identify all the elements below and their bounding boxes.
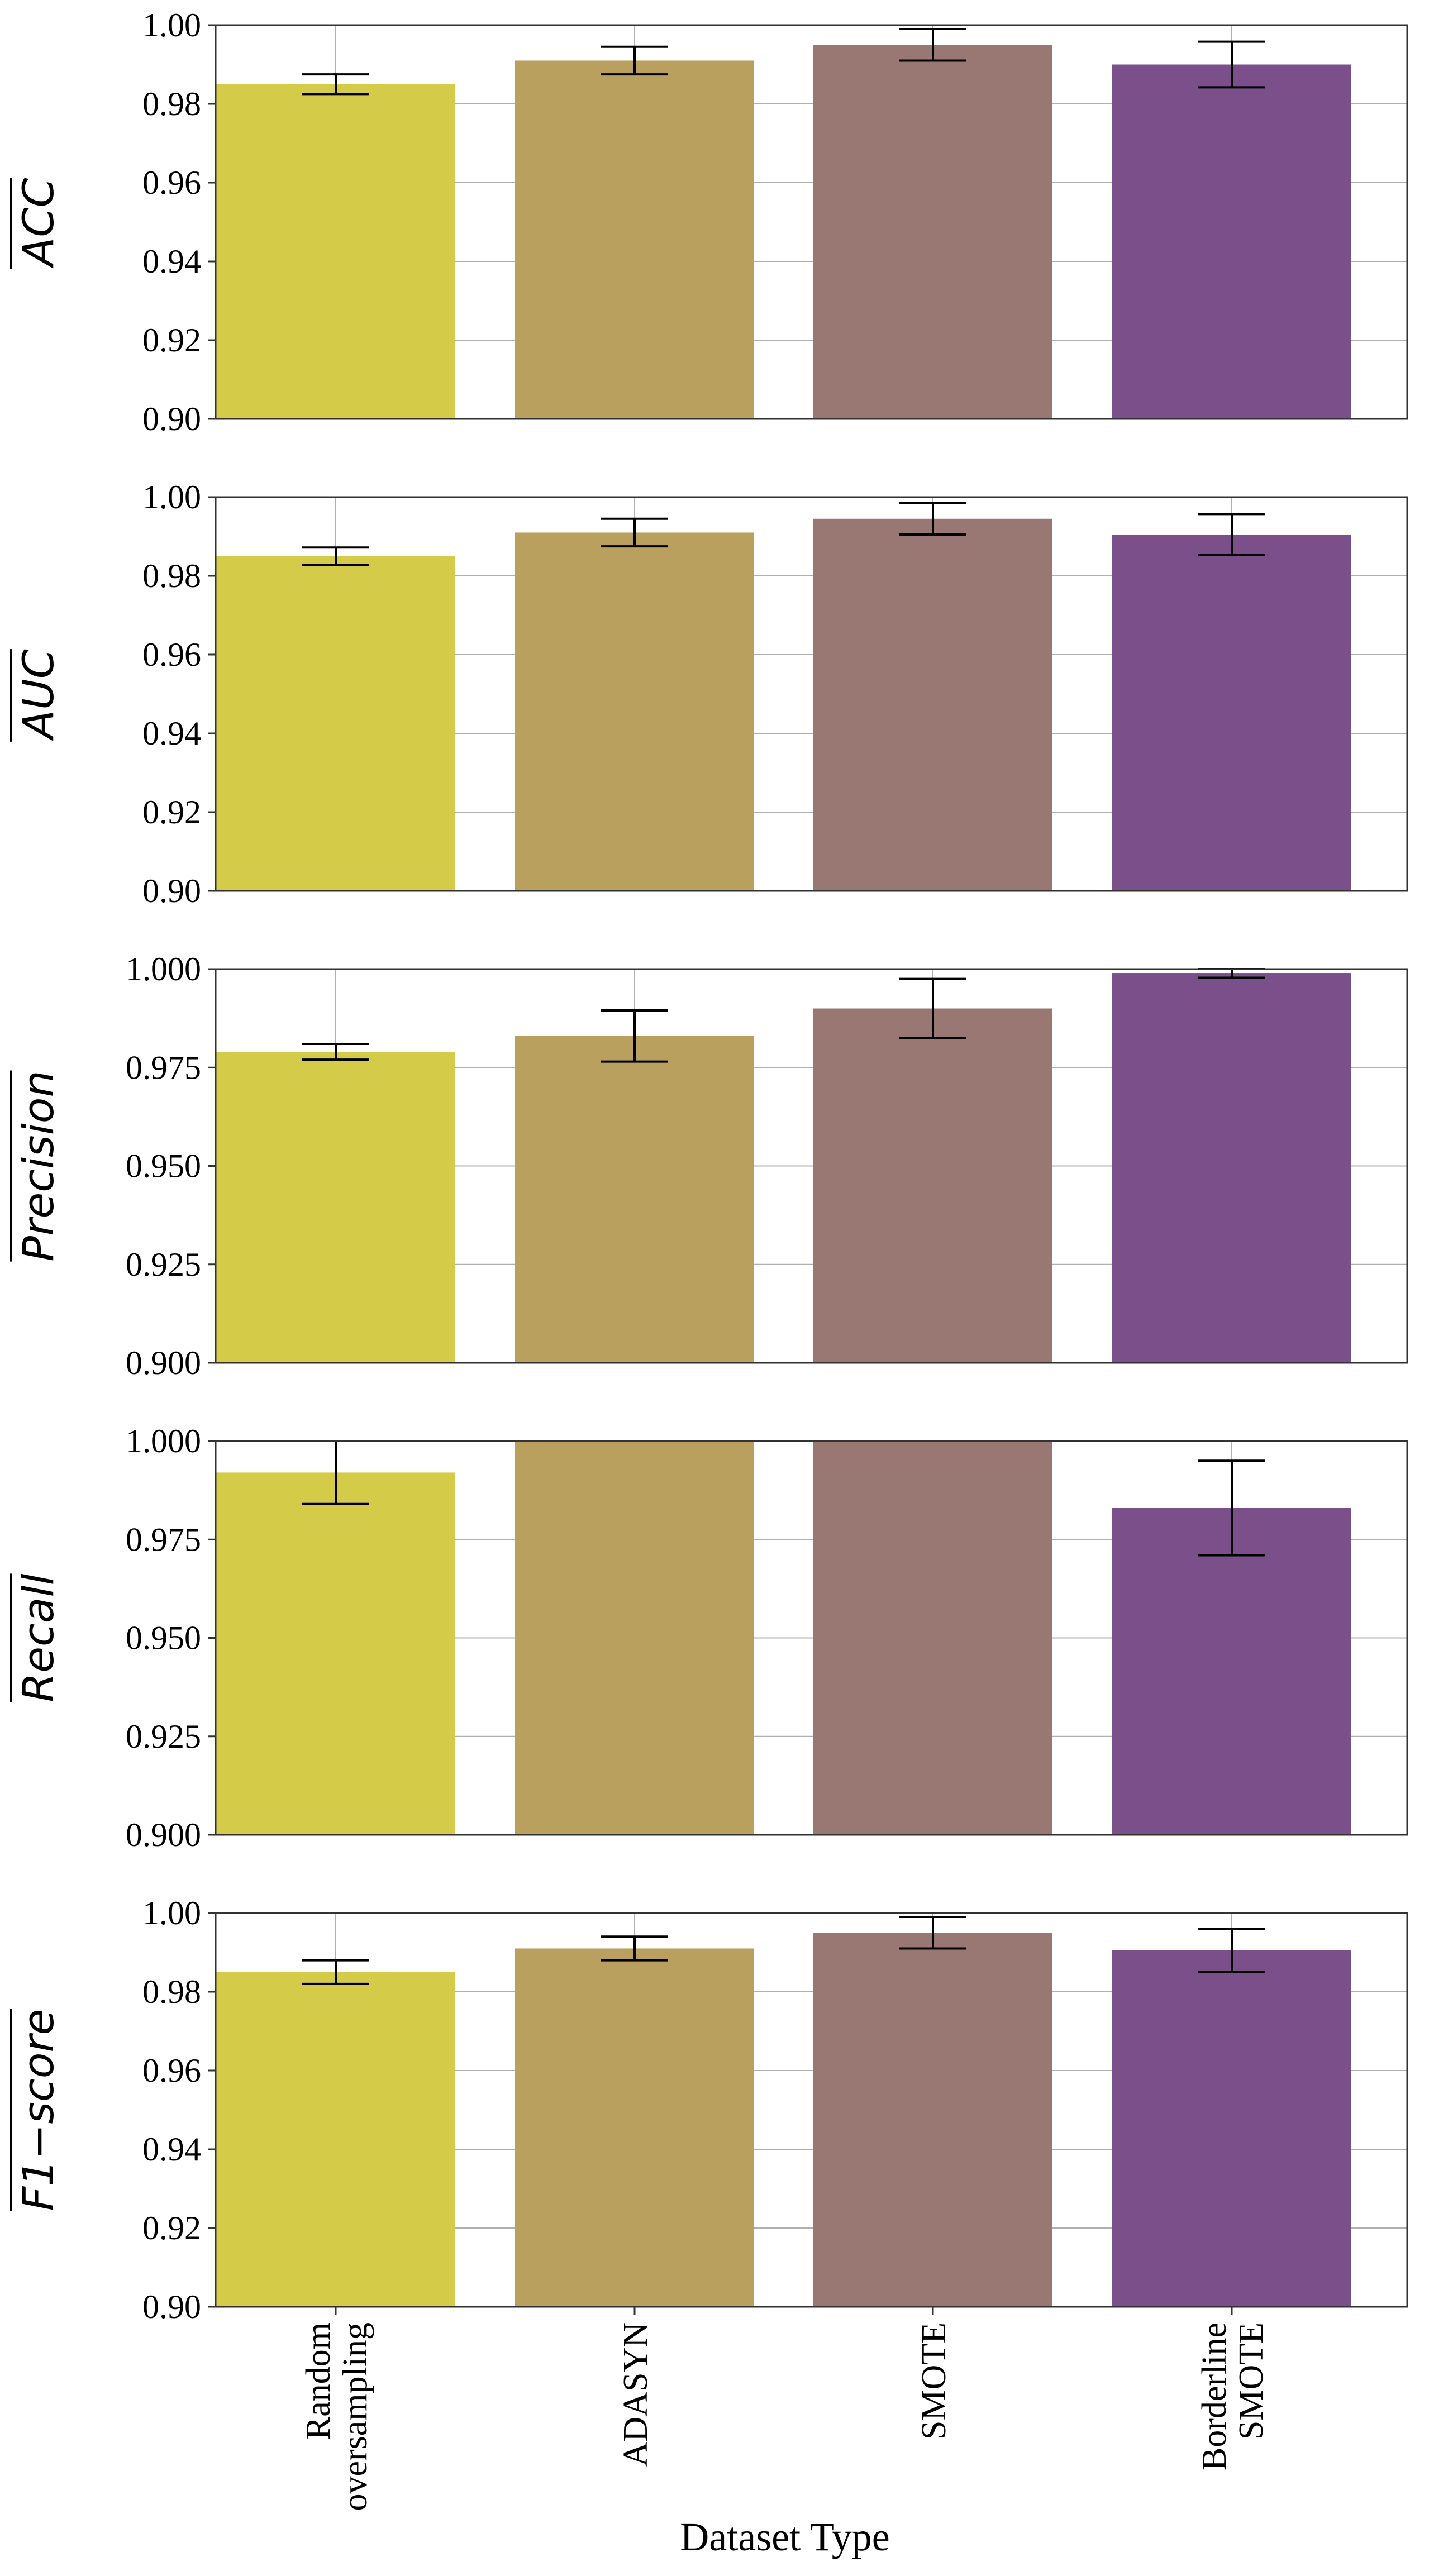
error-bar [899,502,966,536]
error-bar [899,977,966,1039]
x-tick-label: Randomoversampling [299,2322,374,2511]
bar [1112,534,1351,891]
x-axis-label: Dataset Type [680,2515,890,2559]
error-bar [1198,1928,1265,1973]
y-tick-label: 0.950 [126,1620,201,1657]
y-tick-label: 0.94 [142,715,201,752]
bar [515,1036,754,1363]
bar [813,1441,1052,1835]
error-bar [302,1959,369,1985]
y-tick-label: 0.94 [142,243,201,280]
subplot-5: 0.90 0.92 0.94 0.96 0.98 1.00 F1−score [10,1895,1408,2325]
axes-frame [215,24,1408,420]
y-tick-label: 0.92 [142,2210,201,2246]
bar [216,1972,455,2307]
y-tick-label: 0.925 [126,1718,201,1755]
y-tick-label: 0.925 [126,1246,201,1283]
subplot-2: 0.90 0.92 0.94 0.96 0.98 1.00 AUC [10,479,1408,909]
bar [1112,64,1351,419]
error-bar [601,1935,668,1962]
bar [216,556,455,891]
y-tick-label: 0.975 [126,1049,201,1086]
error-bar [601,45,668,76]
y-axis-label: Recall [13,1573,63,1702]
bar [813,518,1052,891]
bar [813,1933,1052,2307]
error-bar [1198,513,1265,556]
error-bar [302,546,369,566]
y-tick-label: 1.00 [142,479,201,516]
y-tick-label: 0.96 [142,2052,201,2089]
y-axis-label: ACC [13,178,63,269]
y-tick-label: 0.90 [142,400,201,437]
error-bar [899,1916,966,1950]
bar [1112,1950,1351,2307]
y-tick-label: 0.950 [126,1148,201,1185]
x-tick-label: SMOTE [915,2322,953,2440]
error-bar [601,517,668,548]
y-tick-label: 0.92 [142,322,201,359]
bar [813,45,1052,419]
y-tick-label: 0.98 [142,1973,201,2010]
bar [216,1472,455,1835]
bar [1112,973,1351,1363]
bar [813,1008,1052,1363]
y-tick-label: 0.96 [142,636,201,673]
y-axis-label: F1−score [13,2009,63,2211]
y-tick-label: 1.000 [126,951,201,988]
y-tick-label: 0.98 [142,85,201,122]
y-axis-label: Precision [13,1070,63,1261]
bar [216,84,455,419]
axes-frame [215,1912,1408,2308]
y-tick-label: 0.98 [142,557,201,594]
bar [515,60,754,419]
error-bar [1198,40,1265,89]
y-tick-label: 0.900 [126,1344,201,1381]
y-tick-label: 1.000 [126,1423,201,1459]
subplots: 0.900.920.940.960.981.00ACC0.900.920.940… [10,7,1408,2325]
x-tick-label: BorderlineSMOTE [1195,2322,1270,2470]
error-bar [899,28,966,62]
error-bar [302,1042,369,1061]
y-tick-label: 1.00 [142,1895,201,1931]
error-bar [601,1009,668,1063]
y-tick-label: 0.975 [126,1521,201,1558]
bar [515,1441,754,1835]
y-tick-label: 0.90 [142,872,201,909]
subplot-1: 0.90 0.92 0.94 0.96 0.98 1.00 ACC [10,7,1408,437]
bar [515,532,754,891]
y-tick-label: 0.92 [142,794,201,831]
y-axis-label: AUC [13,649,63,742]
bar [1112,1508,1351,1835]
bar [515,1948,754,2307]
error-bar [302,73,369,96]
y-tick-label: 1.00 [142,7,201,44]
bar [216,1052,455,1363]
axes-frame [215,496,1408,892]
y-tick-label: 0.96 [142,164,201,201]
y-tick-label: 0.90 [142,2288,201,2325]
subplot-4: 0.900 0.925 0.950 0.975 1.000 Recall [10,1423,1408,1853]
y-tick-label: 0.900 [126,1816,201,1853]
y-tick-label: 0.94 [142,2131,201,2168]
x-tick-labels: Randomoversampling ADASYN SMOTE BorderlineS… [299,2307,1270,2511]
error-bar [1198,1459,1265,1557]
subplot-3: 0.900 0.925 0.950 0.975 1.000 Precision [10,951,1408,1381]
x-tick-label: ADASYN [617,2322,655,2467]
